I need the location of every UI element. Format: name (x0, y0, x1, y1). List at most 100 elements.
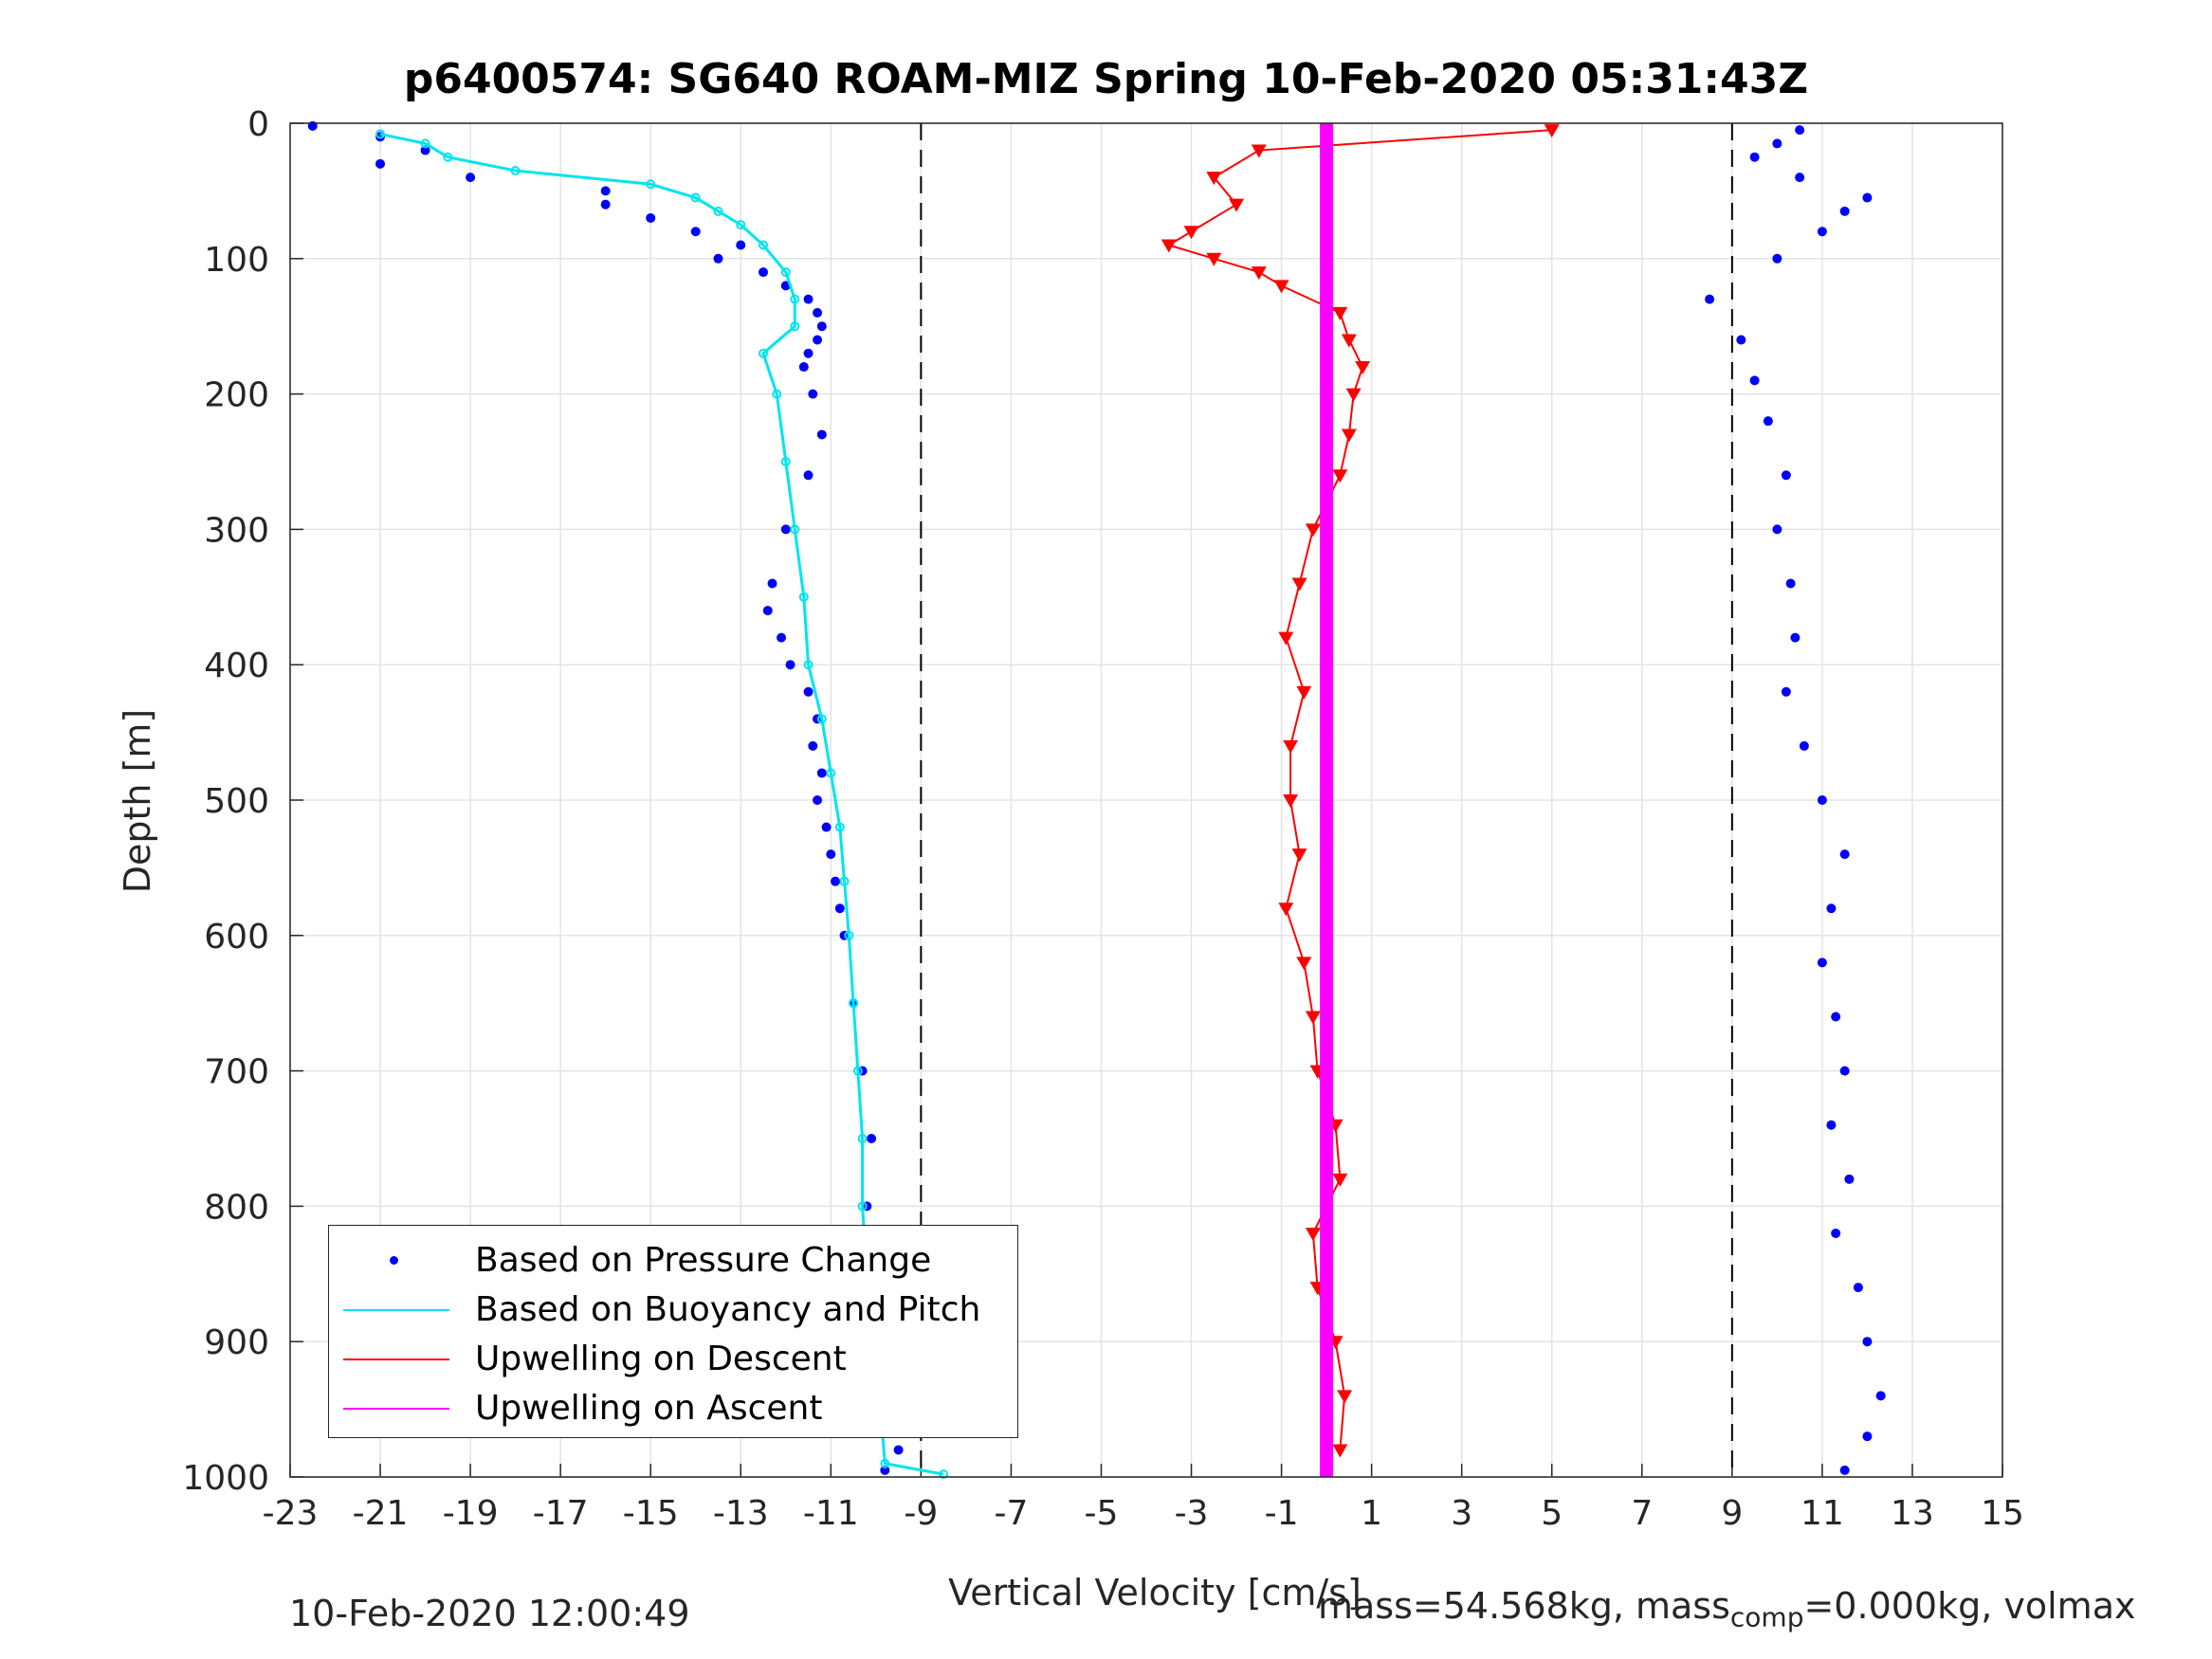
data-point (1345, 388, 1362, 402)
x-tick-label: 1 (1361, 1494, 1382, 1533)
data-point (1781, 470, 1791, 481)
data-point (1332, 306, 1348, 320)
series-1 (375, 129, 949, 1480)
x-tick-label: -5 (1085, 1494, 1119, 1533)
data-point (1296, 685, 1312, 700)
data-point (834, 822, 845, 832)
data-point (839, 876, 850, 886)
data-point (1341, 428, 1357, 443)
data-point (767, 578, 777, 589)
data-point (808, 389, 818, 399)
legend-marker-pressure (390, 1256, 398, 1265)
data-point (375, 129, 386, 139)
data-point (803, 348, 814, 358)
data-point (690, 192, 701, 203)
x-tick-label: -1 (1265, 1494, 1299, 1533)
data-point (1826, 1120, 1837, 1130)
data-point (798, 362, 809, 373)
data-point (790, 524, 800, 535)
data-point (808, 740, 818, 751)
data-point (1862, 192, 1873, 203)
data-point (852, 1066, 863, 1076)
data-point (1763, 416, 1773, 427)
y-tick-label: 500 (204, 782, 269, 821)
data-point (831, 876, 841, 886)
data-point (1332, 1173, 1348, 1187)
data-point (1544, 124, 1560, 138)
data-point (646, 212, 656, 223)
data-point (1817, 227, 1827, 237)
data-point (1785, 578, 1796, 589)
data-point (803, 294, 814, 304)
x-tick-label: -9 (904, 1494, 938, 1533)
data-point (1749, 152, 1760, 162)
data-point (780, 457, 791, 466)
data-point (1278, 631, 1294, 646)
data-point (1799, 740, 1809, 751)
legend-marker-ascent (343, 1408, 449, 1410)
data-point (1839, 1066, 1850, 1076)
data-point (1844, 1174, 1855, 1184)
data-point (816, 714, 827, 724)
data-point (713, 253, 723, 264)
data-point (844, 930, 854, 940)
data-point (466, 173, 476, 183)
data-point (816, 768, 827, 778)
data-point (1790, 632, 1801, 643)
data-point (1341, 334, 1357, 348)
data-point (759, 240, 769, 250)
footer-mass: mass=54.568kg, masscomp=0.000kg, volmax (1318, 1585, 2135, 1633)
x-tick-label: 15 (1981, 1494, 2024, 1533)
y-tick-label: 400 (204, 647, 269, 685)
data-point (1337, 1390, 1353, 1404)
data-point (736, 220, 746, 230)
legend-item-buoyancy: Based on Buoyancy and Pitch (329, 1286, 1017, 1334)
x-tick-label: 11 (1801, 1494, 1844, 1533)
data-point (834, 903, 845, 914)
data-point (1749, 375, 1760, 386)
data-point (867, 1134, 877, 1143)
data-point (1305, 1227, 1321, 1241)
data-point (1283, 794, 1299, 808)
data-point (1795, 125, 1805, 136)
x-tick-label: 7 (1631, 1494, 1653, 1533)
legend-item-ascent: Upwelling on Ascent (329, 1385, 1017, 1432)
data-point (600, 199, 611, 210)
data-point (1839, 206, 1850, 216)
legend-label-buoyancy: Based on Buoyancy and Pitch (475, 1290, 981, 1329)
y-tick-label: 100 (204, 241, 269, 280)
x-tick-label: 9 (1721, 1494, 1743, 1533)
y-tick-label: 800 (204, 1188, 269, 1227)
x-tick-label: 5 (1541, 1494, 1563, 1533)
data-point (1355, 361, 1371, 375)
data-point (1817, 795, 1827, 805)
data-point (690, 227, 701, 237)
data-point (790, 321, 800, 332)
legend-item-descent: Upwelling on Descent (329, 1336, 1017, 1383)
data-point (813, 307, 823, 318)
data-point (1296, 957, 1312, 971)
data-point (1278, 902, 1294, 917)
data-point (785, 660, 795, 670)
x-tick-label: -3 (1175, 1494, 1209, 1533)
data-point (1332, 1444, 1348, 1458)
footer-timestamp: 10-Feb-2020 12:00:49 (289, 1593, 690, 1634)
x-tick-label: -15 (623, 1494, 679, 1533)
data-point (646, 179, 656, 190)
data-point (1781, 686, 1791, 697)
data-point (880, 1465, 890, 1475)
data-point (443, 152, 453, 162)
data-point (1772, 138, 1782, 149)
legend-label-pressure: Based on Pressure Change (475, 1241, 932, 1280)
data-point (821, 822, 832, 832)
x-tick-label: -19 (443, 1494, 499, 1533)
y-tick-label: 600 (204, 918, 269, 957)
legend-item-pressure: Based on Pressure Change (329, 1237, 1017, 1285)
y-tick-label: 900 (204, 1323, 269, 1362)
data-point (1251, 144, 1267, 158)
data-point (816, 429, 827, 440)
mass-prefix: mass=54.568kg, mass (1318, 1585, 1730, 1627)
data-point (713, 206, 723, 216)
data-point (893, 1445, 904, 1455)
data-point (1291, 577, 1307, 592)
